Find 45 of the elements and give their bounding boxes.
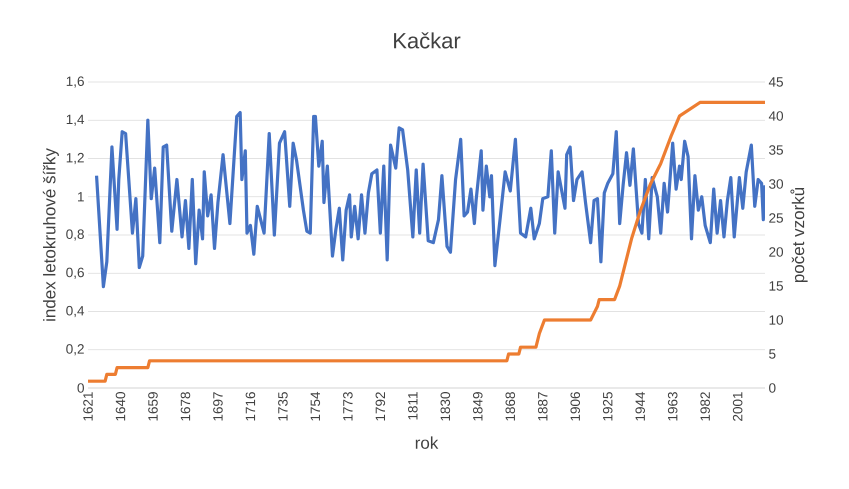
x-axis-title: rok bbox=[416, 436, 438, 449]
y-tick-label: 1,2 bbox=[66, 152, 84, 164]
x-tick-label: 1868 bbox=[506, 392, 516, 421]
x-tick-label: 1754 bbox=[310, 392, 320, 421]
y2-tick-label: 45 bbox=[768, 77, 783, 87]
x-tick-label: 1811 bbox=[408, 392, 418, 420]
y-tick-label: 0,6 bbox=[66, 268, 84, 279]
x-tick-label: 1830 bbox=[440, 392, 450, 421]
x-tick-label: 1906 bbox=[570, 392, 580, 421]
y2-tick-label: 35 bbox=[769, 145, 783, 155]
y-tick-label: 0,2 bbox=[66, 344, 84, 356]
x-tick-label: 1963 bbox=[668, 392, 678, 421]
y-axis-title: index letokruhové šířky bbox=[42, 148, 59, 321]
x-tick-label: 1716 bbox=[246, 392, 256, 421]
y2-tick-label: 5 bbox=[769, 349, 776, 359]
x-tick-label: 1678 bbox=[180, 392, 190, 421]
x-tick-label: 1887 bbox=[538, 392, 548, 421]
x-tick-label: 1773 bbox=[343, 392, 353, 421]
x-tick-label: 1925 bbox=[602, 392, 612, 421]
x-tick-label: 1849 bbox=[473, 392, 483, 421]
x-tick-label: 2001 bbox=[732, 392, 742, 421]
y-tick-label: 1,4 bbox=[66, 114, 84, 126]
y2-tick-label: 10 bbox=[770, 315, 784, 325]
y2-tick-label: 25 bbox=[769, 213, 783, 223]
y2-tick-label: 40 bbox=[768, 111, 784, 121]
y-tick-label: 0,4 bbox=[66, 306, 84, 318]
x-tick-label: 1659 bbox=[148, 392, 158, 421]
x-tick-label: 1735 bbox=[278, 392, 288, 421]
y2-tick-label: 20 bbox=[769, 247, 784, 257]
y-tick-label: 1,6 bbox=[66, 76, 84, 88]
x-tick-label: 1621 bbox=[83, 392, 93, 421]
chart-title: Kačkar bbox=[394, 32, 460, 49]
y-tick-label: 1 bbox=[78, 192, 84, 202]
x-tick-label: 1640 bbox=[116, 392, 126, 421]
x-tick-label: 1944 bbox=[635, 392, 645, 421]
y2-tick-label: 30 bbox=[769, 179, 784, 189]
y2-tick-label: 0 bbox=[769, 383, 776, 393]
x-tick-label: 1982 bbox=[700, 392, 710, 421]
x-tick-label: 1792 bbox=[376, 392, 386, 421]
x-tick-label: 1697 bbox=[213, 392, 223, 421]
y2-axis-title: počet vzorků bbox=[790, 188, 808, 282]
y-tick-label: 0 bbox=[78, 383, 84, 393]
y2-tick-label: 15 bbox=[770, 281, 783, 291]
line-series bbox=[94, 111, 766, 288]
y-tick-label: 0,8 bbox=[66, 229, 84, 241]
